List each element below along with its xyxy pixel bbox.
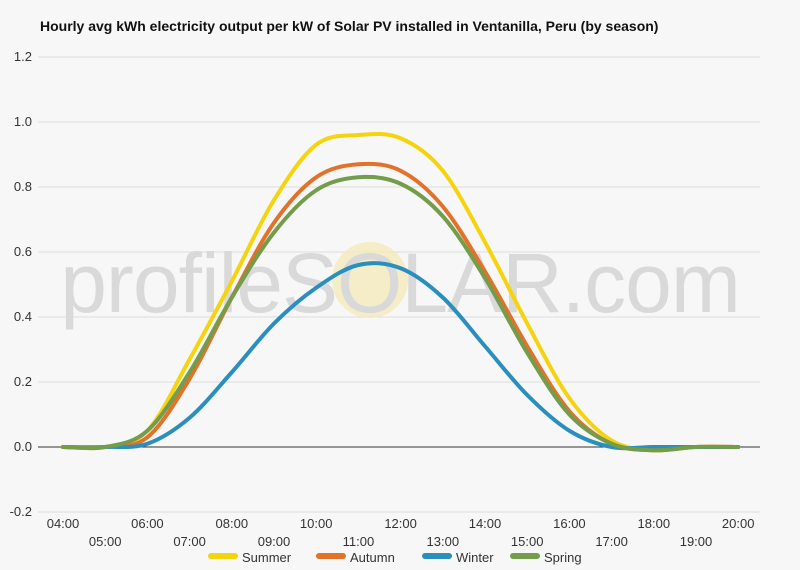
legend-label: Summer <box>242 550 292 565</box>
series-lines <box>61 131 741 453</box>
y-tick-label: 0.8 <box>14 179 32 194</box>
gridlines <box>38 56 760 513</box>
y-tick-label: 0.0 <box>14 439 32 454</box>
x-tick-label: 10:00 <box>300 516 333 531</box>
legend-label: Spring <box>544 550 582 565</box>
x-tick-label: 04:00 <box>47 516 80 531</box>
x-tick-label: 17:00 <box>595 534 628 549</box>
watermark-text: profileSOLAR.com <box>60 236 740 330</box>
legend-label: Autumn <box>350 550 395 565</box>
x-tick-label: 19:00 <box>680 534 713 549</box>
legend: Summer Autumn Winter Spring <box>208 550 582 565</box>
x-tick-label: 09:00 <box>258 534 291 549</box>
x-tick-label: 18:00 <box>638 516 671 531</box>
x-tick-label: 16:00 <box>553 516 586 531</box>
legend-swatch-winter <box>422 553 452 559</box>
x-tick-label: 13:00 <box>427 534 460 549</box>
legend-swatch-spring <box>510 553 540 559</box>
x-tick-label: 05:00 <box>89 534 122 549</box>
y-tick-label: 1.0 <box>14 114 32 129</box>
x-tick-label: 14:00 <box>469 516 502 531</box>
x-tick-label: 11:00 <box>343 534 375 549</box>
x-tick-label: 06:00 <box>131 516 164 531</box>
y-tick-label: 0.2 <box>14 374 32 389</box>
x-tick-label: 20:00 <box>722 516 755 531</box>
y-tick-label: 1.2 <box>14 49 32 64</box>
legend-swatch-summer <box>208 553 238 559</box>
chart-title: Hourly avg kWh electricity output per kW… <box>40 18 659 34</box>
series-line-summer <box>61 131 741 453</box>
x-axis-tick-labels: 04:00 05:00 06:00 07:00 08:00 09:00 10:00 11:00… <box>47 516 755 549</box>
y-tick-label: 0.4 <box>14 309 32 324</box>
x-tick-label: 08:00 <box>216 516 249 531</box>
x-tick-label: 07:00 <box>173 534 206 549</box>
watermark: profileSOLAR.com <box>60 236 741 330</box>
legend-label: Winter <box>456 550 494 565</box>
y-tick-label: 0.6 <box>14 244 32 259</box>
y-axis-tick-labels: -0.2 0.0 0.2 0.4 0.6 0.8 1.0 1.2 <box>10 49 32 519</box>
x-tick-label: 15:00 <box>511 534 544 549</box>
series-line-spring <box>61 174 741 453</box>
x-tick-label: 12:00 <box>384 516 417 531</box>
watermark-sun-icon <box>332 242 408 318</box>
y-tick-label: -0.2 <box>10 504 32 519</box>
legend-swatch-autumn <box>316 553 346 559</box>
